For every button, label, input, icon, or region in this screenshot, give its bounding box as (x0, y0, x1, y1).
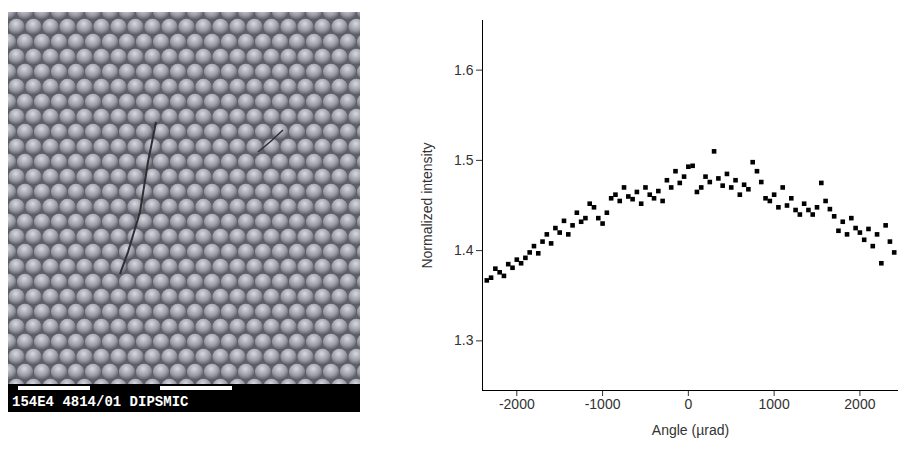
svg-text:-1000: -1000 (585, 396, 621, 412)
svg-text:0: 0 (684, 396, 692, 412)
svg-text:-2000: -2000 (499, 396, 535, 412)
svg-text:1.5: 1.5 (454, 152, 474, 168)
svg-text:154E4 4814/01 DIPSMIC: 154E4 4814/01 DIPSMIC (12, 394, 189, 410)
svg-text:Normalized intensity: Normalized intensity (419, 142, 435, 268)
svg-text:Angle (µrad): Angle (µrad) (652, 422, 729, 438)
svg-text:1000: 1000 (759, 396, 790, 412)
svg-text:2000: 2000 (844, 396, 875, 412)
svg-text:1.4: 1.4 (454, 242, 474, 258)
svg-text:1.6: 1.6 (454, 62, 474, 78)
svg-text:1.3: 1.3 (454, 332, 474, 348)
